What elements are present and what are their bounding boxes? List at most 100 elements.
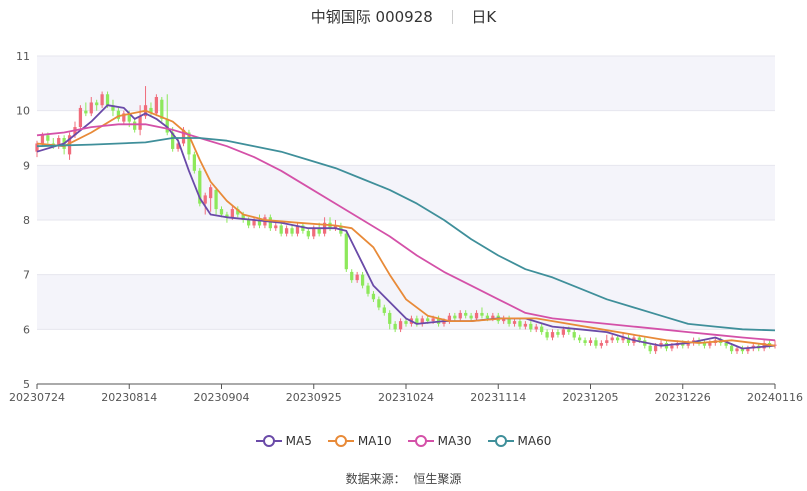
candle-body bbox=[236, 209, 240, 215]
candle-body bbox=[583, 340, 587, 343]
data-source: 数据来源： 恒生聚源 bbox=[0, 470, 807, 487]
data-source-label: 数据来源： bbox=[345, 472, 406, 486]
legend-label: MA60 bbox=[517, 434, 552, 448]
data-source-value: 恒生聚源 bbox=[413, 472, 462, 486]
candle-body bbox=[626, 337, 631, 343]
legend-marker-icon bbox=[487, 435, 514, 447]
candle-body bbox=[578, 337, 582, 341]
candle-body bbox=[382, 307, 386, 313]
candle-body bbox=[366, 285, 370, 294]
candle-body bbox=[670, 345, 674, 349]
chart-title: 中钢国际 000928 日K bbox=[0, 6, 807, 27]
candle-body bbox=[740, 348, 745, 352]
chart-title-period: 日K bbox=[471, 8, 497, 26]
candle-body bbox=[290, 228, 294, 234]
y-tick-label: 9 bbox=[23, 159, 30, 172]
candle-body bbox=[431, 318, 435, 322]
candle-body bbox=[230, 209, 234, 218]
candle-body bbox=[171, 132, 175, 149]
candle-body bbox=[746, 348, 750, 352]
line-ma30 bbox=[36, 123, 776, 342]
candle-body bbox=[398, 321, 403, 330]
candle-body bbox=[567, 329, 571, 333]
x-tick-label: 20231114 bbox=[470, 391, 526, 404]
candle-body bbox=[561, 329, 565, 335]
candle-body bbox=[295, 225, 300, 234]
candle-body bbox=[89, 102, 93, 114]
candle-body bbox=[149, 107, 153, 114]
x-tick-label: 20240116 bbox=[747, 391, 803, 404]
candle-body bbox=[724, 343, 728, 346]
y-tick-label: 7 bbox=[23, 269, 30, 282]
candle-body bbox=[426, 318, 430, 322]
candle-body bbox=[219, 209, 224, 215]
candle-body bbox=[78, 107, 83, 128]
line-ma5 bbox=[36, 104, 776, 350]
x-tick-label: 20230724 bbox=[9, 391, 65, 404]
candle-body bbox=[458, 312, 462, 319]
candle-body bbox=[637, 337, 641, 341]
candle-body bbox=[127, 113, 131, 122]
candle-body bbox=[550, 332, 555, 338]
candle-body bbox=[480, 312, 484, 316]
candle-body bbox=[453, 315, 457, 319]
candle-body bbox=[100, 94, 104, 106]
candle-body bbox=[301, 225, 305, 231]
candle-body bbox=[95, 102, 99, 106]
candle-body bbox=[540, 326, 544, 333]
legend-marker-icon bbox=[255, 435, 282, 447]
candle-body bbox=[420, 318, 424, 324]
candle-body bbox=[225, 214, 229, 218]
candle-body bbox=[393, 323, 397, 330]
candle-body bbox=[284, 228, 289, 234]
grid-band bbox=[37, 56, 775, 111]
y-tick-label: 10 bbox=[16, 105, 30, 118]
candle-body bbox=[192, 154, 196, 171]
candle-body bbox=[203, 195, 207, 204]
candle-body bbox=[176, 143, 180, 149]
legend-marker-icon bbox=[407, 435, 434, 447]
x-tick-label: 20230904 bbox=[194, 391, 250, 404]
candle-body bbox=[46, 135, 50, 141]
candle-body bbox=[447, 315, 452, 322]
candle-body bbox=[257, 220, 262, 226]
candle-body bbox=[350, 271, 354, 281]
candle-body bbox=[512, 321, 517, 324]
candle-body bbox=[40, 135, 45, 144]
candle-body bbox=[187, 132, 191, 155]
candle-body bbox=[523, 323, 528, 327]
line-ma10 bbox=[36, 109, 776, 347]
candle-body bbox=[279, 225, 283, 234]
candle-body bbox=[621, 337, 625, 341]
candle-body bbox=[344, 233, 348, 270]
candle-body bbox=[708, 343, 712, 346]
legend-item-ma10[interactable]: MA10 bbox=[327, 434, 392, 448]
grid-band bbox=[37, 165, 775, 220]
line-ma60 bbox=[36, 137, 776, 332]
legend-item-ma60[interactable]: MA60 bbox=[487, 434, 552, 448]
legend-item-ma5[interactable]: MA5 bbox=[255, 434, 312, 448]
chart-title-stock: 中钢国际 000928 bbox=[310, 8, 433, 26]
candle-body bbox=[57, 138, 61, 147]
candle-body bbox=[371, 293, 376, 300]
candle-body bbox=[160, 99, 164, 119]
legend-item-ma30[interactable]: MA30 bbox=[407, 434, 472, 448]
x-tick-label: 20231226 bbox=[655, 391, 711, 404]
candle-body bbox=[268, 217, 272, 229]
candle-body bbox=[312, 228, 316, 237]
chart-legend: MA5 MA10 MA30 MA60 bbox=[0, 434, 807, 448]
candle-body bbox=[686, 343, 690, 346]
candle-body bbox=[442, 321, 446, 324]
candle-body bbox=[610, 337, 614, 341]
candle-body bbox=[545, 332, 549, 338]
candle-body bbox=[333, 225, 338, 229]
candle-body bbox=[35, 143, 39, 152]
legend-marker-icon bbox=[327, 435, 354, 447]
candle-body bbox=[502, 318, 506, 322]
title-separator bbox=[451, 10, 453, 24]
candle-body bbox=[247, 220, 251, 226]
candle-body bbox=[404, 321, 408, 324]
candle-body bbox=[116, 110, 121, 119]
candle-body bbox=[534, 326, 538, 330]
